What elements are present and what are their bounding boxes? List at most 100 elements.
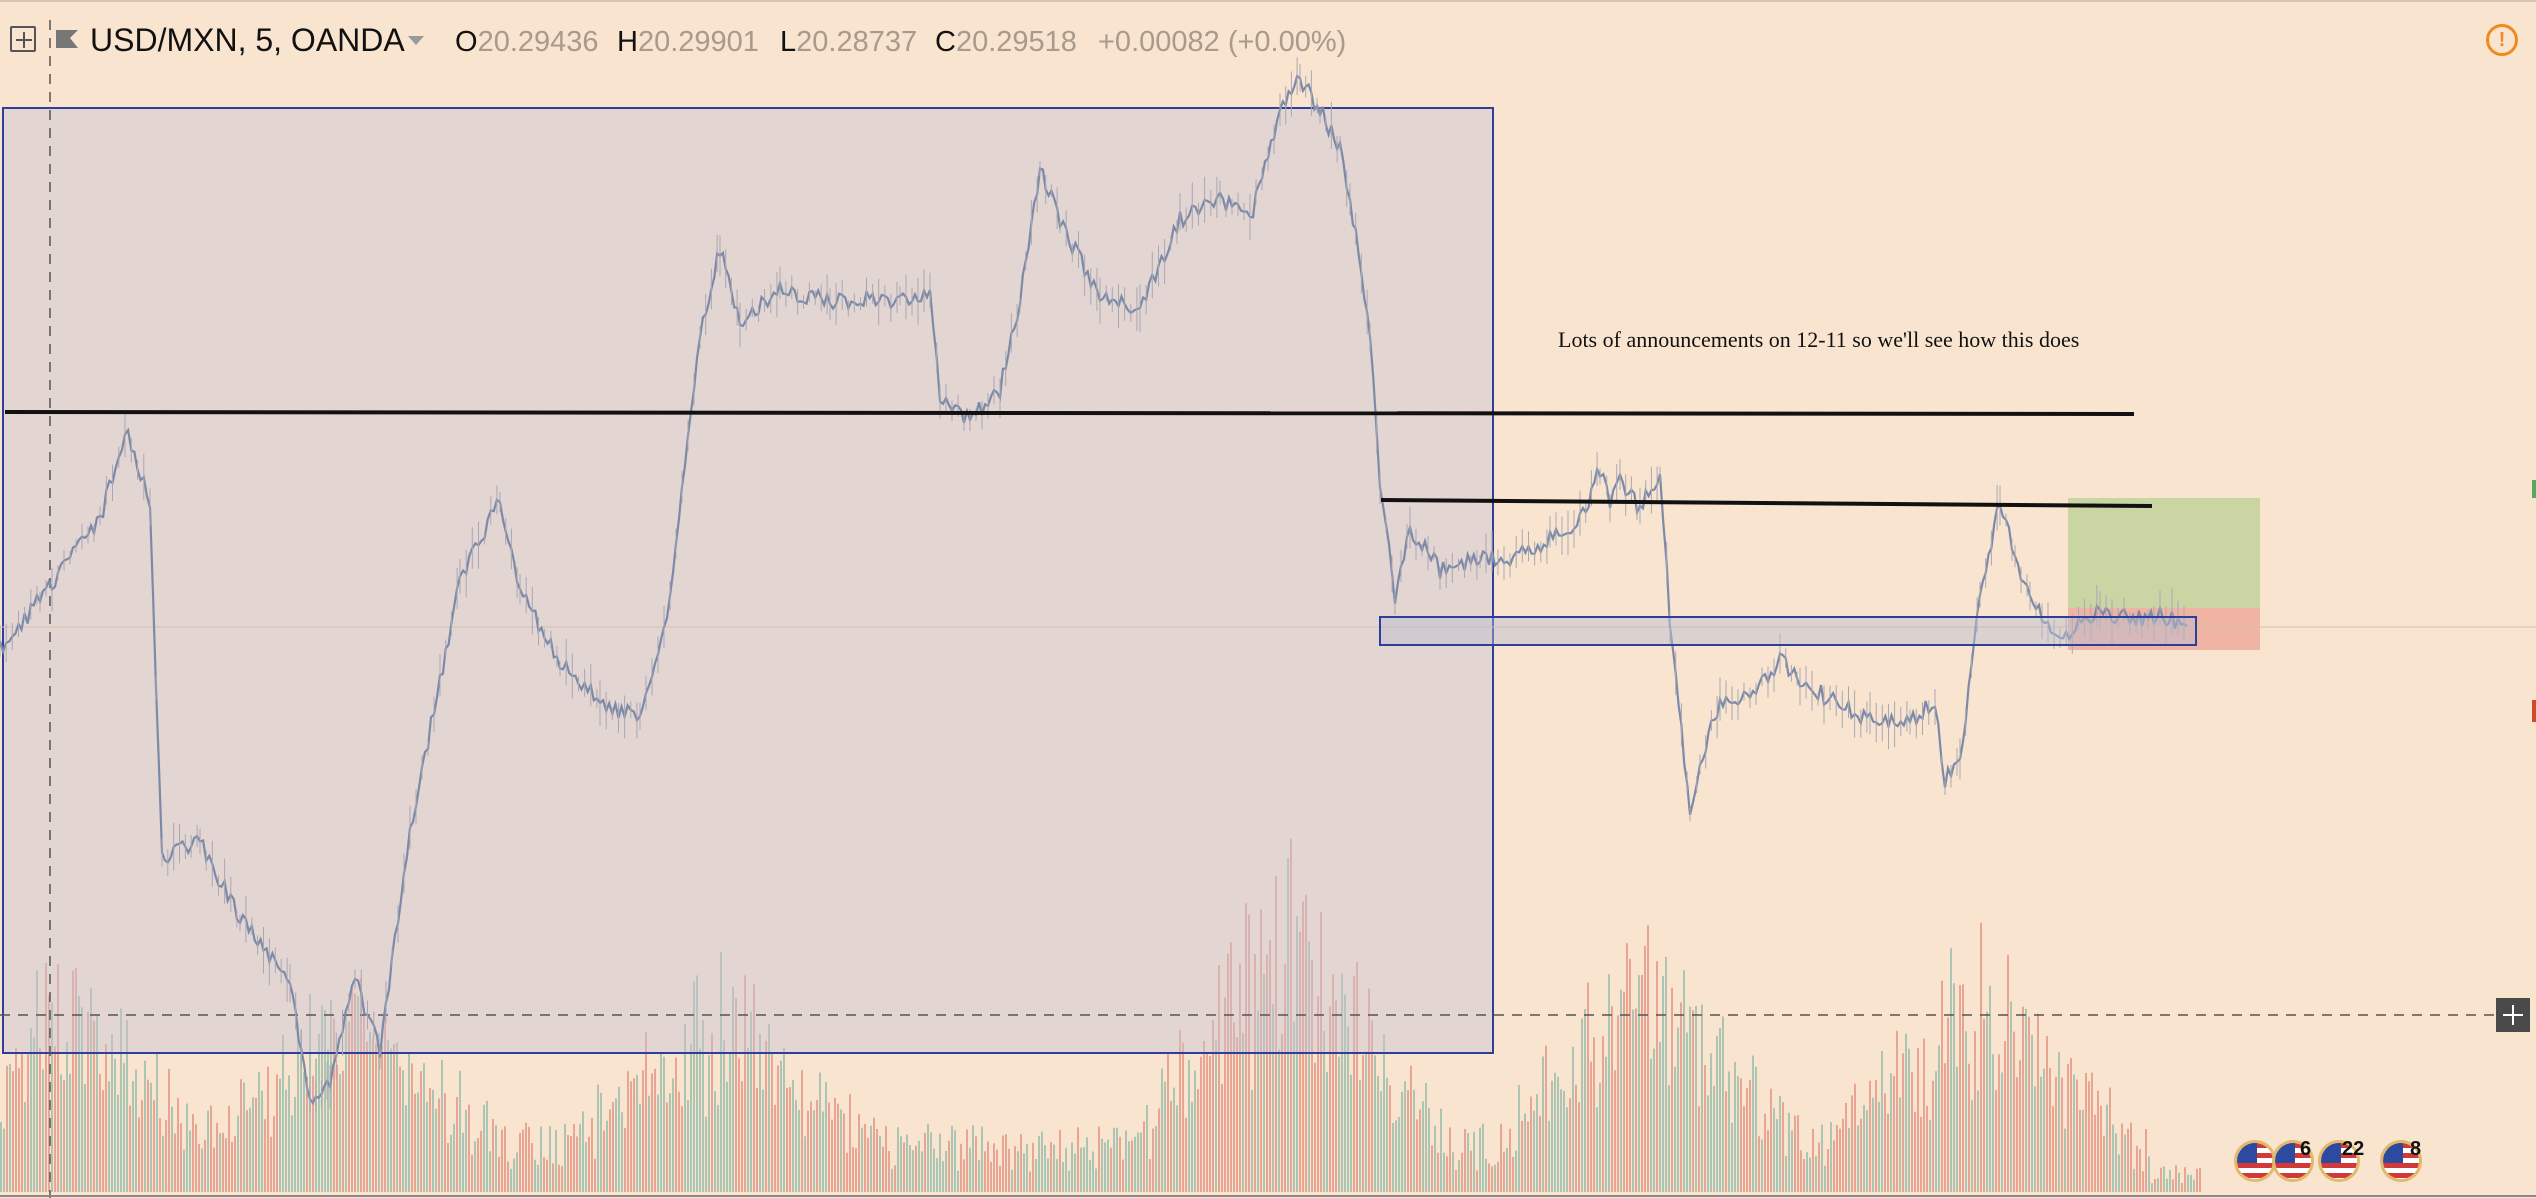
volume-bar: [1107, 1139, 1109, 1192]
volume-bar: [1581, 1018, 1583, 1192]
volume-bar: [270, 1136, 272, 1192]
volume-bar: [261, 1090, 263, 1192]
volume-bar: [1104, 1142, 1106, 1192]
volume-bar: [417, 1092, 419, 1192]
volume-bar: [6, 1065, 8, 1192]
volume-bar: [1614, 1070, 1616, 1192]
volume-bar: [1236, 1037, 1238, 1192]
flag-icon[interactable]: [54, 28, 80, 52]
volume-bar: [1380, 1091, 1382, 1192]
volume-bar: [1536, 1094, 1538, 1192]
volume-bar: [930, 1132, 932, 1192]
us-flag-event-icon[interactable]: [2318, 1140, 2360, 1182]
us-flag-event-icon[interactable]: [2234, 1140, 2276, 1182]
volume-bar: [1038, 1135, 1040, 1192]
volume-bar: [558, 1164, 560, 1192]
volume-bar: [1008, 1148, 1010, 1192]
volume-bar: [729, 1053, 731, 1192]
volume-bar: [2025, 1008, 2027, 1192]
volume-bar: [1584, 1009, 1586, 1192]
dropdown-caret-icon[interactable]: [408, 36, 424, 45]
us-flag-event-icon[interactable]: [2380, 1140, 2422, 1182]
volume-bar: [378, 1032, 380, 1192]
volume-bar: [2130, 1122, 2132, 1192]
volume-bar: [966, 1129, 968, 1192]
volume-bar: [1956, 1066, 1958, 1192]
volume-bar: [1575, 1084, 1577, 1192]
volume-bar: [48, 995, 50, 1192]
volume-bar: [1056, 1159, 1058, 1192]
volume-bar: [1062, 1162, 1064, 1192]
volume-bar: [438, 1098, 440, 1192]
volume-bar: [549, 1126, 551, 1192]
volume-bar: [450, 1134, 452, 1192]
volume-bar: [135, 1069, 137, 1192]
volume-bar: [2037, 1013, 2039, 1192]
volume-bar: [2100, 1105, 2102, 1192]
volume-bar: [993, 1143, 995, 1192]
volume-bar: [1596, 1107, 1598, 1192]
volume-bar: [273, 1116, 275, 1192]
volume-bar: [1686, 1032, 1688, 1192]
volume-bar: [1881, 1051, 1883, 1192]
volume-bar: [318, 1033, 320, 1192]
alert-icon[interactable]: !: [2486, 24, 2518, 56]
volume-bar: [1851, 1095, 1853, 1192]
volume-bar: [1608, 974, 1610, 1192]
volume-bar: [1341, 973, 1343, 1192]
volume-bar: [1212, 1020, 1214, 1192]
volume-bar: [1680, 1002, 1682, 1192]
volume-bar: [426, 1101, 428, 1192]
volume-bar: [780, 1060, 782, 1192]
volume-bar: [2091, 1072, 2093, 1192]
volume-bar: [1815, 1156, 1817, 1192]
symbol-title[interactable]: USD/MXN, 5, OANDA: [90, 22, 405, 58]
volume-bar: [96, 1015, 98, 1192]
volume-bar: [2157, 1178, 2159, 1192]
volume-bar: [744, 975, 746, 1192]
volume-bar: [900, 1136, 902, 1192]
volume-bar: [249, 1107, 251, 1192]
volume-bar: [177, 1097, 179, 1192]
volume-bar: [228, 1106, 230, 1192]
volume-bar: [540, 1126, 542, 1192]
volume-bar: [1188, 1059, 1190, 1192]
crosshair-plus-icon[interactable]: [2496, 998, 2530, 1032]
volume-bar: [1371, 1020, 1373, 1192]
target-zone[interactable]: [2068, 498, 2260, 608]
volume-bar: [783, 1047, 785, 1192]
volume-bar: [1989, 985, 1991, 1192]
volume-bar: [873, 1117, 875, 1192]
volume-bar: [1713, 1085, 1715, 1192]
volume-bar: [1878, 1101, 1880, 1192]
volume-bar: [1605, 1056, 1607, 1192]
volume-bar: [1791, 1130, 1793, 1192]
volume-bar: [669, 1093, 671, 1192]
volume-bar: [1278, 1049, 1280, 1192]
volume-bar: [537, 1164, 539, 1192]
volume-bar: [1854, 1083, 1856, 1192]
volume-bar: [1158, 1108, 1160, 1192]
resistance-line-upper[interactable]: [4, 410, 2135, 416]
volume-bar: [1812, 1128, 1814, 1192]
selection-zone-small[interactable]: [1379, 616, 2197, 646]
volume-bar: [1359, 1080, 1361, 1192]
selection-zone-large[interactable]: [2, 107, 1494, 1054]
volume-bar: [969, 1147, 971, 1192]
volume-bar: [1695, 1006, 1697, 1192]
volume-bar: [1002, 1135, 1004, 1192]
us-flag-event-icon[interactable]: [2272, 1140, 2314, 1182]
ohlc-open: O20.29436: [455, 26, 599, 59]
volume-bar: [234, 1135, 236, 1192]
volume-bar: [1644, 946, 1646, 1192]
volume-bar: [825, 1082, 827, 1192]
volume-bar: [345, 1011, 347, 1192]
text-annotation[interactable]: Lots of announcements on 12-11 so we'll …: [1558, 327, 2080, 352]
volume-bar: [432, 1089, 434, 1192]
volume-bar: [1077, 1127, 1079, 1192]
add-indicator-icon[interactable]: [10, 26, 36, 52]
resistance-line-lower[interactable]: [1380, 498, 2153, 508]
volume-bar: [1899, 1097, 1901, 1192]
volume-bar: [1542, 1056, 1544, 1192]
